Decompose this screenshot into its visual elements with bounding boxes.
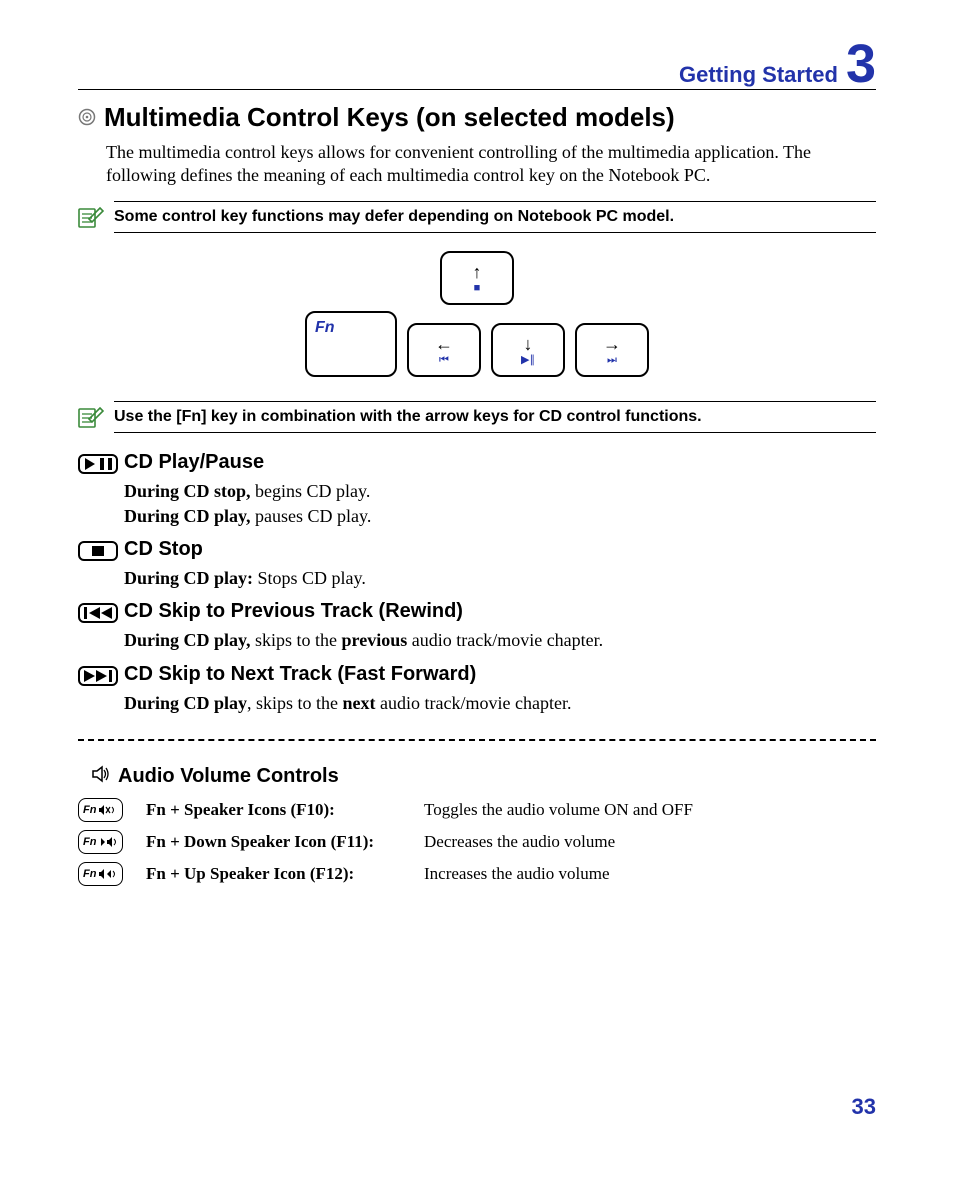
volume-row-desc: Toggles the audio volume ON and OFF [424,800,693,820]
volume-row-desc: Increases the audio volume [424,864,610,884]
intro-paragraph: The multimedia control keys allows for c… [106,141,876,188]
volume-table: Fn Fn + Speaker Icons (F10): Toggles the… [78,798,876,886]
next-track-icon [78,663,118,687]
volume-row-label: Fn + Down Speaker Icon (F11): [146,832,406,852]
play-pause-glyph-icon: ▶∥ [521,355,535,366]
volume-row-label: Fn + Up Speaker Icon (F12): [146,864,406,884]
section-stop: CD Stop [78,538,876,562]
play-pause-play-rest: pauses CD play. [251,506,372,526]
play-pause-stop-rest: begins CD play. [251,481,371,501]
next-title: CD Skip to Next Track (Fast Forward) [124,663,476,686]
up-arrow-icon: ↑ [473,263,482,281]
volume-row: Fn Fn + Speaker Icons (F10): Toggles the… [78,798,876,822]
keys-top-row: ↑ ■ [440,251,514,305]
fn-speaker-key-icon: Fn [78,798,128,822]
down-arrow-icon: ↓ [524,335,533,353]
section-prev: CD Skip to Previous Track (Rewind) [78,600,876,624]
volume-row: Fn Fn + Up Speaker Icon (F12): Increases… [78,862,876,886]
dashed-separator [78,739,876,741]
pencil-note-icon [78,406,104,428]
page-container: Getting Started 3 Multimedia Control Key… [0,0,954,1180]
next-body: During CD play, skips to the next audio … [124,691,876,715]
up-arrow-key: ↑ ■ [440,251,514,305]
play-pause-play-prefix: During CD play, [124,506,251,526]
page-header: Getting Started 3 [78,40,876,90]
keyboard-illustration: ↑ ■ Fn ← ⏮ ↓ ▶∥ → ⏭ [78,251,876,377]
prev-title: CD Skip to Previous Track (Rewind) [124,600,463,623]
volume-row-desc: Decreases the audio volume [424,832,615,852]
bullet-icon [78,108,96,126]
next-rest: audio track/movie chapter. [376,693,572,713]
note-row-2: Use the [Fn] key in combination with the… [78,401,876,433]
fn-speaker-down-key-icon: Fn [78,830,128,854]
volume-row: Fn Fn + Down Speaker Icon (F11): Decreas… [78,830,876,854]
stop-title: CD Stop [124,538,203,561]
play-pause-body: During CD stop, begins CD play. During C… [124,479,876,528]
prev-rest: audio track/movie chapter. [407,630,603,650]
note-text-2: Use the [Fn] key in combination with the… [114,401,876,433]
next-track-glyph-icon: ⏭ [607,355,617,366]
down-arrow-key: ↓ ▶∥ [491,323,565,377]
stop-rest: Stops CD play. [253,568,366,588]
speaker-icon [92,765,110,788]
volume-title-row: Audio Volume Controls [92,765,876,788]
section-next: CD Skip to Next Track (Fast Forward) [78,663,876,687]
page-number: 33 [852,1094,876,1120]
prev-prefix: During CD play, [124,630,251,650]
pencil-note-icon [78,206,104,228]
volume-title: Audio Volume Controls [118,765,339,788]
fn-key-label: Fn [315,319,335,337]
left-arrow-key: ← ⏮ [407,323,481,377]
play-pause-icon [78,451,118,475]
prev-track-glyph-icon: ⏮ [439,355,449,366]
next-bold: next [343,693,376,713]
main-title-row: Multimedia Control Keys (on selected mod… [78,102,876,133]
fn-key: Fn [305,311,397,377]
stop-icon [78,538,118,562]
keys-bottom-row: Fn ← ⏮ ↓ ▶∥ → ⏭ [305,311,649,377]
stop-prefix: During CD play: [124,568,253,588]
prev-bold: previous [342,630,408,650]
left-arrow-icon: ← [435,335,453,353]
right-arrow-key: → ⏭ [575,323,649,377]
play-pause-title: CD Play/Pause [124,451,264,474]
fn-speaker-up-key-icon: Fn [78,862,128,886]
chapter-number: 3 [846,40,876,89]
right-arrow-icon: → [603,335,621,353]
stop-glyph-icon: ■ [474,283,481,294]
play-pause-stop-prefix: During CD stop, [124,481,251,501]
header-title: Getting Started [679,64,838,86]
main-title: Multimedia Control Keys (on selected mod… [104,102,675,133]
next-mid: , skips to the [247,693,343,713]
note-row-1: Some control key functions may defer dep… [78,201,876,233]
volume-row-label: Fn + Speaker Icons (F10): [146,800,406,820]
section-play-pause: CD Play/Pause [78,451,876,475]
note-text-1: Some control key functions may defer dep… [114,201,876,233]
stop-body: During CD play: Stops CD play. [124,566,876,590]
prev-track-icon [78,600,118,624]
next-prefix: During CD play [124,693,247,713]
prev-mid: skips to the [251,630,342,650]
prev-body: During CD play, skips to the previous au… [124,628,876,652]
